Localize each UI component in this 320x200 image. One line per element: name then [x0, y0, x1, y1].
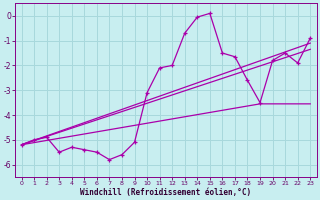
X-axis label: Windchill (Refroidissement éolien,°C): Windchill (Refroidissement éolien,°C)	[80, 188, 252, 197]
